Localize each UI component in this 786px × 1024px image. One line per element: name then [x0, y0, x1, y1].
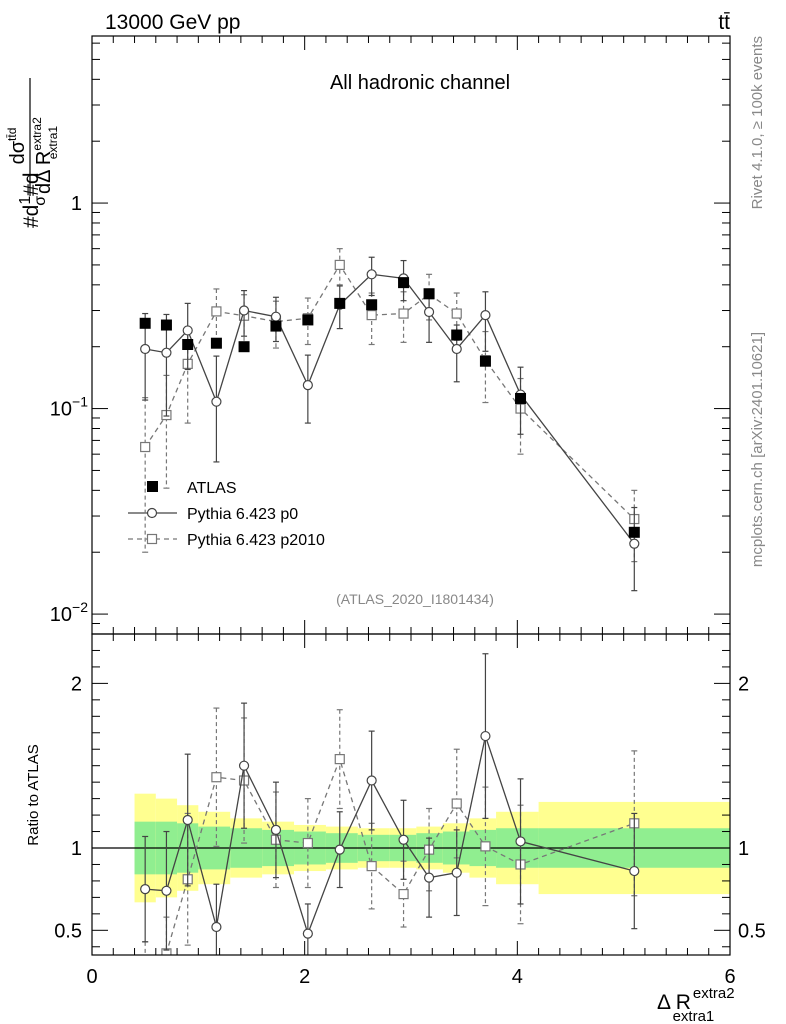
ratio-point-p2010-12 — [480, 841, 491, 852]
ratio-line-2 — [163, 757, 635, 955]
x-tick-label-0: 0 — [86, 966, 97, 988]
main-point-p0-14 — [629, 538, 640, 549]
main-point-p2010-9 — [398, 308, 409, 319]
legend-atlas-label: ATLAS — [187, 480, 237, 497]
ratio-y-tick-label-left-1: 1 — [71, 838, 82, 860]
axes: 0 2 4 6 1 10−1 10−2 0.5 0.5 1 1 2 2 — [50, 35, 766, 988]
main-point-p0-2 — [182, 325, 193, 336]
main-point-atlas-8 — [366, 299, 378, 311]
main-point-p0-6 — [302, 380, 313, 391]
main-point-atlas-6 — [302, 314, 314, 326]
main-point-p0-10 — [423, 306, 435, 318]
main-point-p2010-7 — [334, 259, 345, 271]
main-point-p2010-8 — [366, 309, 377, 321]
main-point-p0-5 — [270, 311, 282, 322]
legend-p0-label: Pythia 6.423 p0 — [187, 506, 298, 523]
mcplots-label: mcplots.cern.ch [arXiv:2401.10621] — [749, 332, 766, 567]
ratio-point-p2010-6 — [302, 837, 313, 849]
main-point-atlas-13 — [515, 392, 527, 404]
main-y-tick-label-2: 10−2 — [50, 599, 88, 626]
main-series — [139, 248, 640, 592]
ratio-point-p2010-7 — [334, 754, 345, 765]
ratio-point-p0-9 — [398, 834, 409, 845]
ratio-point-p0-5 — [270, 824, 282, 835]
legend-p2010-marker — [146, 533, 158, 545]
main-y-tick-label-1: 10−1 — [50, 394, 88, 421]
ratio-point-p0-2 — [182, 814, 193, 826]
ratio-y-tick-label-right-1: 1 — [738, 838, 749, 860]
ratio-point-p2010-9 — [398, 888, 409, 900]
svg-text:#d1σ#d: #d1σ#d — [17, 173, 49, 229]
ratio-point-p0-11 — [451, 867, 462, 878]
ratio-point-p0-8 — [366, 775, 377, 786]
main-point-atlas-4 — [238, 341, 250, 353]
main-point-p0-1 — [161, 347, 172, 358]
ratio-point-p0-10 — [423, 872, 435, 883]
main-point-atlas-5 — [270, 320, 282, 332]
main-point-p2010-11 — [451, 308, 462, 319]
ratio-y-tick-label-right-0: 0.5 — [738, 920, 766, 942]
main-point-p2010-0 — [140, 441, 151, 453]
main-point-p0-0 — [140, 343, 151, 355]
ratio-point-p0-0 — [140, 884, 151, 895]
ratio-point-p0-7 — [334, 844, 345, 855]
main-point-atlas-11 — [451, 329, 463, 341]
ratio-y-tick-label-right-2: 2 — [738, 673, 749, 695]
main-point-p0-12 — [480, 309, 491, 321]
ratio-point-p0-12 — [480, 730, 491, 742]
ratio-point-p0-6 — [302, 928, 313, 939]
ratio-y-tick-label-left-0: 0.5 — [54, 920, 82, 942]
ratio-point-p0-3 — [211, 921, 222, 933]
ratio-y-axis-label: Ratio to ATLAS — [25, 744, 42, 845]
main-point-p0-4 — [238, 305, 250, 316]
analysis-id: (ATLAS_2020_I1801434) — [336, 591, 494, 607]
ratio-point-p2010-3 — [211, 772, 222, 783]
ratio-point-p2010-8 — [366, 861, 377, 872]
header-right: tt̄ — [718, 11, 730, 34]
ratio-point-p0-4 — [238, 760, 250, 771]
ratio-y-tick-label-left-2: 2 — [71, 673, 82, 695]
legend: ATLAS Pythia 6.423 p0 Pythia 6.423 p2010 — [128, 480, 325, 549]
svg-text:dσtt̄d: dσtt̄d — [5, 128, 29, 165]
legend-atlas-marker — [147, 481, 158, 492]
chart-title: All hadronic channel — [330, 72, 510, 94]
main-point-p0-11 — [451, 343, 462, 355]
x-tick-label-4: 4 — [512, 966, 523, 988]
main-point-atlas-12 — [479, 355, 491, 367]
main-point-atlas-14 — [628, 526, 640, 538]
ratio-point-p0-1 — [161, 885, 172, 896]
main-point-atlas-9 — [398, 277, 410, 289]
ratio-point-p0-13 — [515, 836, 526, 847]
main-point-atlas-2 — [182, 339, 194, 351]
x-tick-label-2: 2 — [299, 966, 310, 988]
main-point-atlas-10 — [423, 288, 435, 300]
rivet-label: Rivet 4.1.0, ≥ 100k events — [749, 36, 766, 209]
main-point-p0-3 — [211, 396, 222, 407]
main-point-atlas-1 — [160, 319, 172, 331]
ratio-point-p0-14 — [629, 865, 640, 877]
main-point-p0-8 — [366, 269, 377, 280]
ratio-point-p2010-11 — [451, 798, 462, 809]
ratio-point-p2010-0 — [141, 967, 150, 976]
legend-p2010-label: Pythia 6.423 p2010 — [187, 532, 325, 549]
main-y-axis-label: #d1σ#d dσtt̄d dΔ Rextra2 extra1 — [5, 78, 60, 228]
main-point-atlas-3 — [210, 337, 222, 349]
main-point-atlas-0 — [139, 317, 151, 329]
main-point-atlas-7 — [334, 297, 346, 309]
main-point-p2010-3 — [211, 306, 222, 317]
ratio-series — [140, 653, 640, 976]
header-left: 13000 GeV pp — [105, 11, 240, 34]
x-tick-label-6: 6 — [724, 966, 735, 988]
legend-p0-marker — [146, 507, 158, 519]
main-y-tick-label-0: 1 — [71, 193, 82, 215]
